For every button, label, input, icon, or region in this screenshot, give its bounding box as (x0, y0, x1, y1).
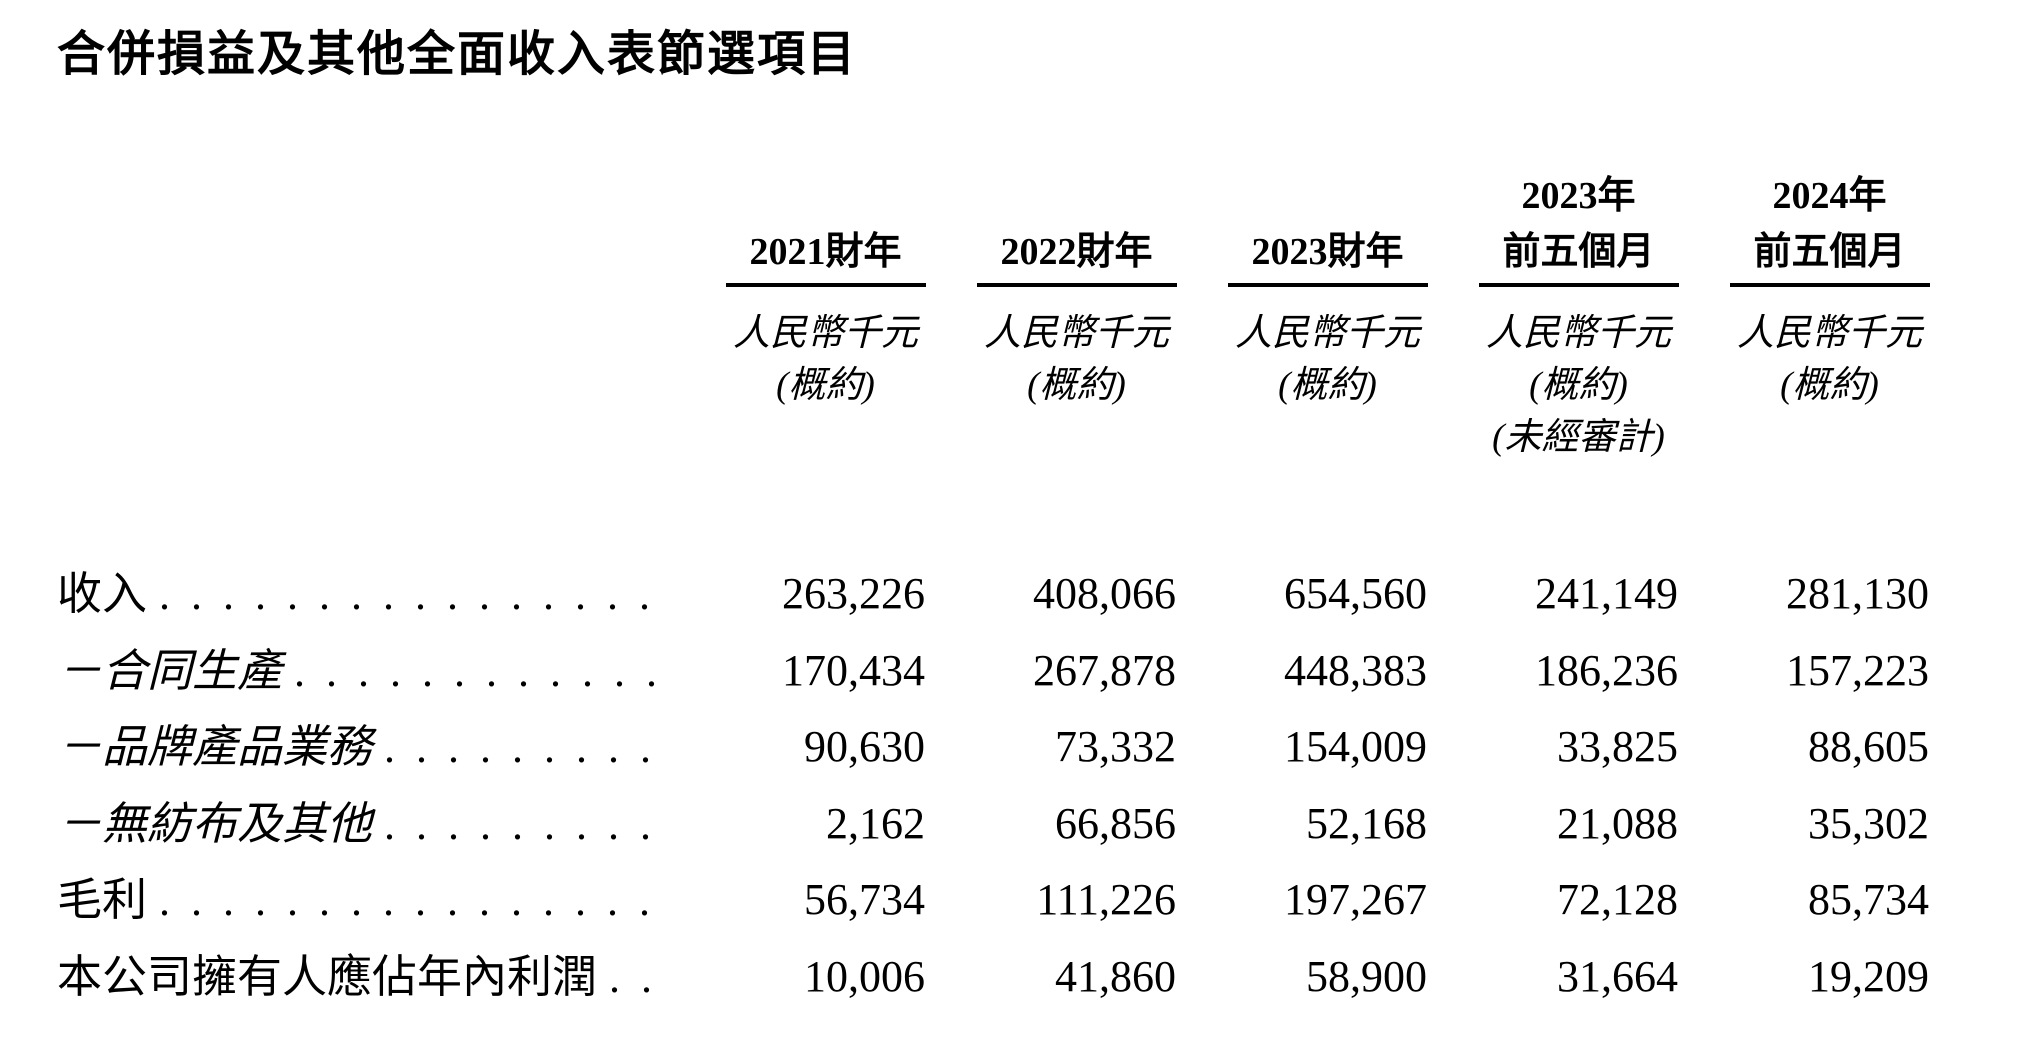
row-label-text: 毛利 (57, 875, 148, 925)
row-label: －合同生產 (57, 633, 700, 710)
column-currency-unit: 人民幣千元 (1737, 313, 1922, 354)
row-label-text: 本公司擁有人應佔年內利潤 (57, 951, 598, 1002)
dot-leader (147, 863, 672, 940)
cell-value: 267,878 (1033, 645, 1176, 695)
column-year-block: 2023財年 (1251, 164, 1403, 280)
column-approx-note: (概約) (1529, 365, 1628, 406)
header-underline (976, 283, 1177, 287)
header-underline (1729, 283, 1930, 287)
column-year-line1: 2024年 (1772, 175, 1887, 217)
header-underline (1227, 283, 1428, 287)
column-currency-unit: 人民幣千元 (1486, 313, 1671, 354)
cell-value: 10,006 (804, 951, 925, 1001)
cell-value: 241,149 (1535, 569, 1678, 618)
cell-value: 56,734 (804, 875, 925, 924)
dot-leader (372, 787, 672, 864)
column-year-block: 2024年前五個月 (1753, 164, 1905, 280)
column-header: 2023年前五個月人民幣千元 (概約) (未經審計) (1453, 164, 1704, 459)
cell-value: 21,088 (1557, 798, 1678, 848)
cell-value: 52,168 (1306, 798, 1427, 848)
cell-value: 19,209 (1808, 951, 1929, 1001)
row-label: －無紡布及其他 (57, 786, 700, 863)
cell-value: 66,856 (1055, 798, 1176, 848)
header-underline (725, 283, 926, 287)
cell-value: 154,009 (1284, 722, 1427, 771)
column-year-line1: 2023年 (1521, 175, 1636, 217)
column-approx-note: (概約) (1278, 365, 1377, 406)
column-currency-unit: 人民幣千元 (733, 313, 918, 354)
row-label-text: －合同生產 (57, 645, 283, 696)
cell-value: 35,302 (1808, 798, 1929, 848)
column-currency-unit: 人民幣千元 (1235, 313, 1420, 354)
cell-value: 448,383 (1284, 645, 1427, 695)
cell-value: 72,128 (1557, 875, 1678, 924)
column-year-line2: 前五個月 (1753, 231, 1906, 273)
column-approx-note: (概約) (1780, 365, 1879, 406)
cell-value: 41,860 (1055, 951, 1176, 1001)
header-underline (1478, 283, 1679, 287)
cell-value: 33,825 (1557, 722, 1678, 771)
cell-value: 31,664 (1557, 951, 1678, 1001)
cell-value: 408,066 (1033, 569, 1176, 618)
dot-leader (597, 940, 672, 1017)
header-corner-spacer (57, 164, 700, 459)
row-label-text: －無紡布及其他 (57, 798, 373, 849)
cell-value: 186,236 (1535, 645, 1678, 695)
row-label: 收入 (57, 556, 700, 633)
row-label-text: －品牌產品業務 (57, 722, 373, 772)
row-label: －品牌產品業務 (57, 709, 700, 786)
column-header: 2022財年 人民幣千元 (概約) (951, 164, 1202, 459)
cell-value: 88,605 (1808, 722, 1929, 771)
cell-value: 111,226 (1036, 875, 1176, 924)
dot-leader (372, 710, 672, 787)
cell-value: 58,900 (1306, 951, 1427, 1001)
cell-value: 73,332 (1055, 722, 1176, 771)
table-header: 2021財年 人民幣千元 (概約) 2022財年 人民幣千元 (概約) 2023財年 人民幣千… (57, 164, 1955, 459)
column-approx-note: (概約) (776, 365, 875, 406)
column-header: 2021財年 人民幣千元 (概約) (700, 164, 951, 459)
cell-value: 85,734 (1808, 875, 1929, 924)
cell-value: 263,226 (782, 569, 925, 618)
column-audit-note: (未經審計) (1492, 417, 1665, 458)
column-year-block: 2022財年 (1000, 164, 1152, 280)
cell-value: 170,434 (782, 645, 925, 695)
cell-value: 654,560 (1284, 569, 1427, 618)
column-approx-note: (概約) (1027, 365, 1126, 406)
cell-value: 197,267 (1284, 875, 1427, 924)
dot-leader (147, 557, 672, 634)
cell-value: 2,162 (826, 798, 925, 848)
column-year-line2: 前五個月 (1502, 231, 1655, 273)
row-label: 本公司擁有人應佔年內利潤 (57, 939, 700, 1016)
column-year-line2: 2021財年 (749, 231, 902, 273)
column-currency-unit: 人民幣千元 (984, 313, 1169, 354)
page-title: 合併損益及其他全面收入表節選項目 (57, 28, 858, 81)
row-label: 毛利 (57, 862, 700, 939)
column-year-block: 2023年前五個月 (1502, 164, 1654, 280)
column-year-line2: 2023財年 (1251, 231, 1404, 273)
dot-leader (282, 634, 672, 711)
cell-value: 157,223 (1786, 645, 1929, 695)
cell-value: 90,630 (804, 722, 925, 771)
cell-value: 281,130 (1786, 569, 1929, 618)
column-year-block: 2021財年 (749, 164, 901, 280)
row-label-text: 收入 (57, 569, 148, 619)
column-header: 2024年前五個月人民幣千元 (概約) (1704, 164, 1955, 459)
table-body: 收入 263,226 408,066 654,560 241,149 281,130 －合同… (57, 556, 1955, 1015)
column-year-line2: 2022財年 (1000, 231, 1153, 273)
column-header: 2023財年 人民幣千元 (概約) (1202, 164, 1453, 459)
